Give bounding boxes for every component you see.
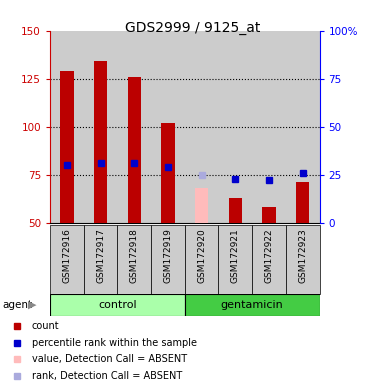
Text: count: count [32, 321, 59, 331]
Text: GSM172919: GSM172919 [164, 228, 172, 283]
Bar [161, 123, 175, 223]
Bar [127, 77, 141, 223]
Bar [50, 294, 185, 316]
Text: value, Detection Call = ABSENT: value, Detection Call = ABSENT [32, 354, 187, 364]
Text: agent: agent [2, 300, 32, 310]
Text: GSM172923: GSM172923 [298, 228, 307, 283]
Text: ▶: ▶ [28, 300, 36, 310]
Bar [151, 225, 185, 294]
Text: GSM172922: GSM172922 [264, 228, 273, 283]
Text: GSM172918: GSM172918 [130, 228, 139, 283]
Text: GSM172917: GSM172917 [96, 228, 105, 283]
Bar [286, 31, 320, 223]
Text: GSM172920: GSM172920 [197, 228, 206, 283]
Bar [262, 207, 276, 223]
Bar [286, 225, 320, 294]
Bar [252, 225, 286, 294]
Bar [117, 31, 151, 223]
Bar [185, 294, 320, 316]
Bar [185, 31, 219, 223]
Bar [195, 188, 208, 223]
Text: GSM172916: GSM172916 [62, 228, 71, 283]
Bar [151, 31, 185, 223]
Bar [94, 61, 107, 223]
Bar [117, 225, 151, 294]
Text: GDS2999 / 9125_at: GDS2999 / 9125_at [125, 21, 260, 35]
Bar [84, 225, 117, 294]
Bar [84, 31, 117, 223]
Text: rank, Detection Call = ABSENT: rank, Detection Call = ABSENT [32, 371, 182, 381]
Bar [50, 31, 84, 223]
Text: control: control [98, 300, 137, 310]
Bar [296, 182, 310, 223]
Bar [252, 31, 286, 223]
Bar [229, 198, 242, 223]
Bar [219, 225, 252, 294]
Bar [185, 225, 219, 294]
Bar [60, 71, 74, 223]
Bar [219, 31, 252, 223]
Bar [50, 225, 84, 294]
Text: percentile rank within the sample: percentile rank within the sample [32, 338, 197, 348]
Text: gentamicin: gentamicin [221, 300, 283, 310]
Text: GSM172921: GSM172921 [231, 228, 240, 283]
